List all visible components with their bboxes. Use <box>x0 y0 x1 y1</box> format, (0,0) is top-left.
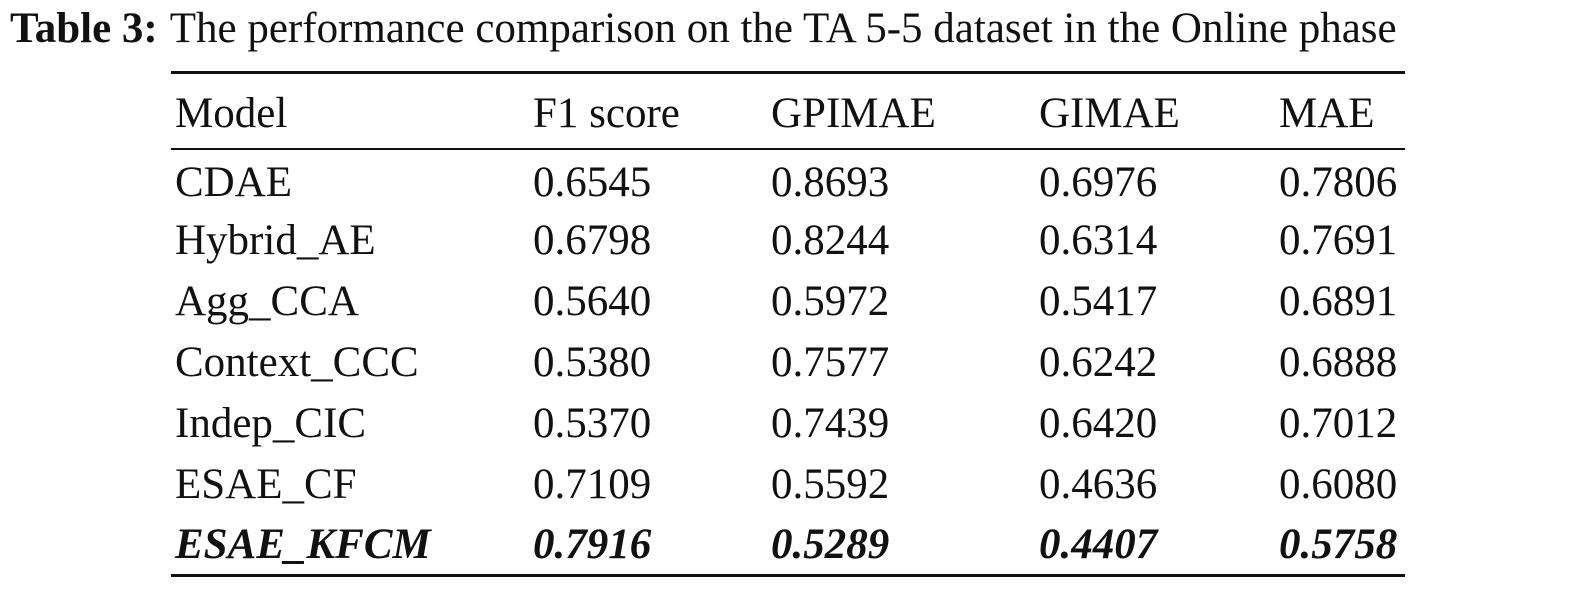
table-row: Agg_CCA 0.5640 0.5972 0.5417 0.6891 <box>171 271 1405 332</box>
mae-cell: 0.6888 <box>1279 338 1398 386</box>
table-row: CDAE 0.6545 0.8693 0.6976 0.7806 <box>171 149 1405 210</box>
header-cell-gimae: GIMAE <box>1039 90 1180 138</box>
table-number: Table 3: <box>10 5 158 52</box>
header-cell-gpimae: GPIMAE <box>771 90 936 138</box>
model-name-cell: ESAE_CF <box>175 460 357 508</box>
header-cell-model: Model <box>175 90 288 138</box>
gpimae-cell: 0.7439 <box>771 399 890 447</box>
gimae-cell: 0.6976 <box>1039 159 1158 206</box>
header-cell-f1-score: F1 score <box>533 90 680 138</box>
gimae-cell: 0.6314 <box>1039 216 1158 264</box>
model-name-cell: Context_CCC <box>175 338 419 386</box>
table-caption: Table 3: The performance comparison on th… <box>10 4 1575 54</box>
f1-score-cell: 0.5640 <box>533 277 652 325</box>
model-name-cell: CDAE <box>175 159 293 206</box>
gimae-cell: 0.6420 <box>1039 399 1158 447</box>
table-row-best: ESAE_KFCM 0.7916 0.5289 0.4407 0.5758 <box>171 515 1405 576</box>
gpimae-cell: 0.8693 <box>771 159 890 206</box>
mae-cell: 0.6891 <box>1279 277 1398 325</box>
gimae-cell: 0.5417 <box>1039 277 1158 325</box>
header-cell-mae: MAE <box>1279 90 1375 138</box>
caption-text: The performance comparison on the TA 5-5… <box>169 5 1397 52</box>
mae-cell: 0.5758 <box>1279 520 1398 568</box>
table-row: ESAE_CF 0.7109 0.5592 0.4636 0.6080 <box>171 454 1405 515</box>
f1-score-cell: 0.6545 <box>533 159 652 206</box>
gpimae-cell: 0.7577 <box>771 338 890 386</box>
mae-cell: 0.7806 <box>1279 159 1398 206</box>
gimae-cell: 0.4407 <box>1039 520 1158 568</box>
gimae-cell: 0.4636 <box>1039 460 1158 508</box>
model-name-cell: ESAE_KFCM <box>175 520 431 568</box>
model-name-cell: Hybrid_AE <box>175 216 376 264</box>
results-table: Model F1 score GPIMAE GIMAE MAE CDAE 0.6… <box>171 71 1405 577</box>
f1-score-cell: 0.5370 <box>533 399 652 447</box>
header-row: Model F1 score GPIMAE GIMAE MAE <box>171 72 1405 149</box>
table-row: Indep_CIC 0.5370 0.7439 0.6420 0.7012 <box>171 393 1405 454</box>
f1-score-cell: 0.7916 <box>533 520 652 568</box>
mae-cell: 0.6080 <box>1279 460 1398 508</box>
mae-cell: 0.7691 <box>1279 216 1398 264</box>
f1-score-cell: 0.5380 <box>533 338 652 386</box>
gimae-cell: 0.6242 <box>1039 338 1158 386</box>
table-row: Hybrid_AE 0.6798 0.8244 0.6314 0.7691 <box>171 210 1405 271</box>
model-name-cell: Indep_CIC <box>175 399 367 447</box>
gpimae-cell: 0.8244 <box>771 216 890 264</box>
mae-cell: 0.7012 <box>1279 399 1398 447</box>
f1-score-cell: 0.7109 <box>533 460 652 508</box>
gpimae-cell: 0.5972 <box>771 277 890 325</box>
model-name-cell: Agg_CCA <box>175 277 359 325</box>
gpimae-cell: 0.5289 <box>771 520 890 568</box>
table-row: Context_CCC 0.5380 0.7577 0.6242 0.6888 <box>171 332 1405 393</box>
f1-score-cell: 0.6798 <box>533 216 652 264</box>
gpimae-cell: 0.5592 <box>771 460 890 508</box>
